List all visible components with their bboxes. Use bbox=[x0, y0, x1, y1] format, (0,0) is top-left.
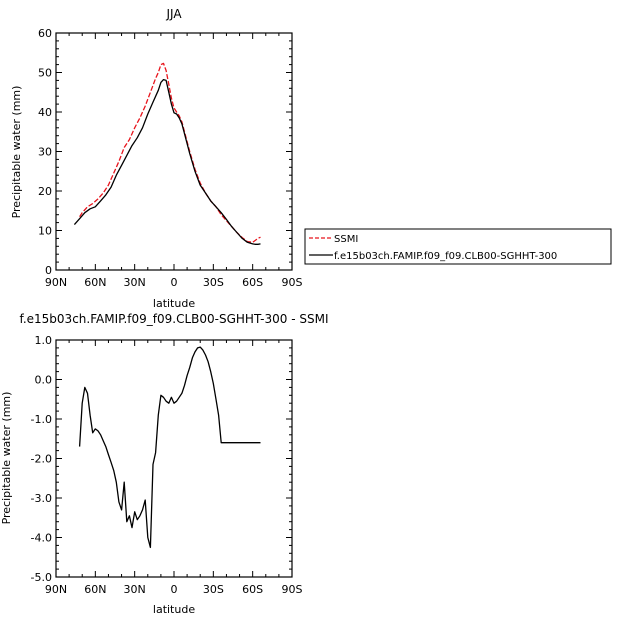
bottom-ticks: 90N 60N 30N 0 30S 60S 90S -5.0 -4.0 -3.0 -2.0 -1.0 0… bbox=[31, 334, 303, 596]
bottom-x-tick-label: 90N bbox=[45, 583, 67, 596]
bottom-y-tick-label: -3.0 bbox=[31, 492, 52, 505]
top-x-tick-label: 60N bbox=[84, 276, 106, 289]
legend-label-model: f.e15b03ch.FAMIP.f09_f09.CLB00-SGHHT-300 bbox=[334, 251, 557, 262]
bottom-y-tick-label: -5.0 bbox=[31, 571, 52, 584]
bottom-x-tick-label: 60S bbox=[242, 583, 263, 596]
bottom-y-tick-label: 0.0 bbox=[35, 374, 53, 387]
top-x-tick-label: 0 bbox=[171, 276, 178, 289]
top-series bbox=[73, 62, 261, 245]
bottom-x-tick-label: 0 bbox=[171, 583, 178, 596]
top-plot-frame bbox=[55, 32, 293, 271]
bottom-series bbox=[78, 346, 261, 549]
bottom-y-axis-label: Precipitable water (mm) bbox=[0, 392, 13, 525]
top-series-line-0 bbox=[79, 62, 261, 243]
bottom-y-tick-label: -1.0 bbox=[31, 413, 52, 426]
top-x-tick-label: 90N bbox=[45, 276, 67, 289]
top-x-tick-label: 90S bbox=[282, 276, 303, 289]
top-chart-title: JJA bbox=[165, 7, 182, 21]
bottom-x-axis-label: latitude bbox=[153, 603, 195, 616]
top-chart: 90N 60N 30N 0 30S 60S 90S 0 10 20 30 40 50 60 latitud… bbox=[10, 27, 303, 310]
top-ticks: 90N 60N 30N 0 30S 60S 90S 0 10 20 30 40 50 60 bbox=[38, 27, 303, 289]
top-y-tick-label: 50 bbox=[38, 67, 52, 80]
bottom-chart-title: f.e15b03ch.FAMIP.f09_f09.CLB00-SGHHT-300… bbox=[19, 312, 328, 326]
top-x-tick-label: 30S bbox=[203, 276, 224, 289]
top-y-tick-label: 30 bbox=[38, 146, 52, 159]
legend-box bbox=[304, 228, 612, 265]
top-series-line-1 bbox=[73, 78, 261, 245]
legend: SSMI f.e15b03ch.FAMIP.f09_f09.CLB00-SGHH… bbox=[304, 228, 612, 265]
bottom-y-tick-label: 1.0 bbox=[35, 334, 53, 347]
top-x-tick-label: 30N bbox=[124, 276, 146, 289]
bottom-y-tick-label: -4.0 bbox=[31, 532, 52, 545]
legend-label-ssmi: SSMI bbox=[334, 234, 358, 245]
bottom-series-line-0 bbox=[78, 346, 261, 549]
top-y-tick-label: 0 bbox=[45, 264, 52, 277]
top-y-tick-label: 10 bbox=[38, 225, 52, 238]
bottom-chart: 90N 60N 30N 0 30S 60S 90S -5.0 -4.0 -3.0 -2.0 -1.0 0… bbox=[0, 334, 303, 616]
bottom-y-tick-label: -2.0 bbox=[31, 453, 52, 466]
bottom-plot-frame bbox=[55, 339, 293, 578]
top-y-tick-label: 60 bbox=[38, 27, 52, 40]
bottom-x-tick-label: 30S bbox=[203, 583, 224, 596]
top-y-tick-label: 20 bbox=[38, 185, 52, 198]
top-y-tick-label: 40 bbox=[38, 106, 52, 119]
bottom-x-tick-label: 30N bbox=[124, 583, 146, 596]
top-y-axis-label: Precipitable water (mm) bbox=[10, 86, 23, 219]
top-x-tick-label: 60S bbox=[242, 276, 263, 289]
top-x-axis-label: latitude bbox=[153, 297, 195, 310]
bottom-x-tick-label: 90S bbox=[282, 583, 303, 596]
bottom-x-tick-label: 60N bbox=[84, 583, 106, 596]
